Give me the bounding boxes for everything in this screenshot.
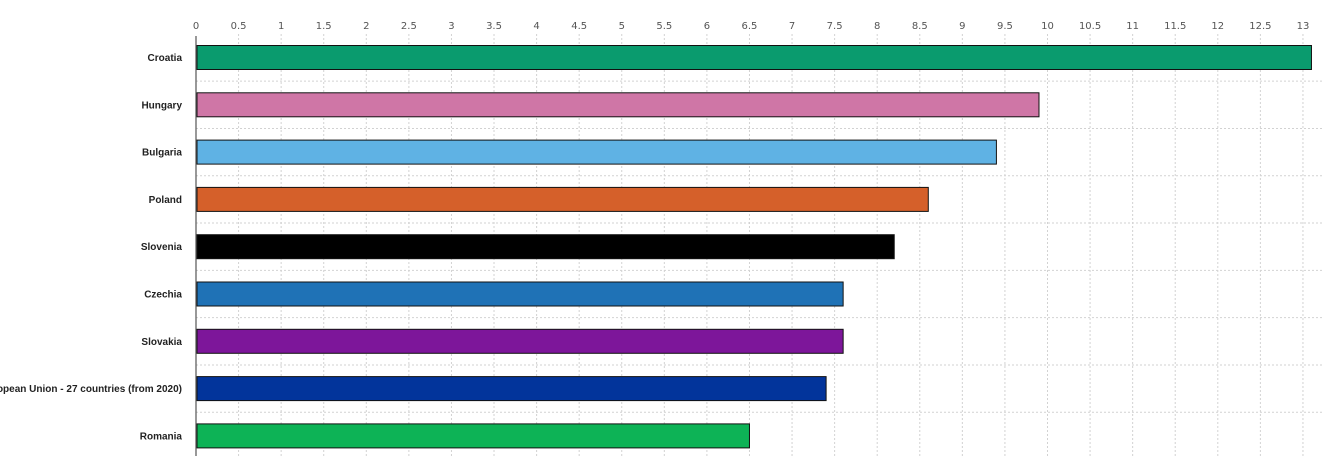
category-label: Czechia (144, 290, 182, 301)
x-tick-label: 3 (448, 21, 454, 32)
x-tick-label: 2 (363, 21, 369, 32)
bar-slovenia (196, 234, 895, 260)
x-tick-label: 4 (533, 21, 539, 32)
x-tick-label: 0 (193, 21, 199, 32)
x-tick-label: 11.5 (1164, 21, 1186, 32)
x-tick-label: 10.5 (1079, 21, 1101, 32)
bar-hungary (196, 92, 1040, 118)
x-tick-label: 6 (704, 21, 710, 32)
x-tick-label: 10 (1041, 21, 1054, 32)
category-label: Slovenia (141, 242, 183, 253)
x-tick-label: 5 (619, 21, 625, 32)
bar-european-union-27-countries-from-2020 (196, 376, 827, 402)
category-label: Bulgaria (142, 148, 182, 159)
bar-romania (196, 423, 750, 449)
category-label: Romania (140, 431, 183, 442)
x-tick-label: 13 (1297, 21, 1310, 32)
category-label: Hungary (141, 100, 182, 111)
category-labels: Croatia Hungary Bulgaria Poland Slovenia Czec… (0, 53, 182, 442)
category-label: Slovakia (141, 337, 182, 348)
x-tick-label: 8 (874, 21, 880, 32)
x-tick-label: 4.5 (571, 21, 587, 32)
bar-poland (196, 186, 929, 212)
x-tick-label: 0.5 (231, 21, 247, 32)
x-tick-label: 6.5 (742, 21, 758, 32)
bar-croatia (196, 45, 1312, 70)
x-tick-label: 1 (278, 21, 284, 32)
bars (196, 45, 1312, 449)
category-label: European Union - 27 countries (from 2020… (0, 384, 182, 395)
category-label: Croatia (148, 53, 183, 64)
x-tick-label: 7.5 (827, 21, 843, 32)
x-tick-label: 9.5 (997, 21, 1013, 32)
x-tick-label: 5.5 (656, 21, 672, 32)
x-tick-label: 1.5 (316, 21, 332, 32)
bar-czechia (196, 281, 844, 307)
x-tick-label: 12 (1211, 21, 1224, 32)
x-tick-label: 12.5 (1249, 21, 1271, 32)
bar-slovakia (196, 328, 844, 354)
x-tick-label: 7 (789, 21, 795, 32)
x-tick-label: 3.5 (486, 21, 502, 32)
x-tick-label: 11 (1126, 21, 1139, 32)
category-label: Poland (149, 195, 182, 206)
x-tick-label: 9 (959, 21, 965, 32)
x-tick-label: 2.5 (401, 21, 417, 32)
bar-bulgaria (196, 139, 997, 165)
x-axis-ticks: 0 0.5 1 1.5 2 2.5 3 3.5 4 4.5 5 5.5 6 6.5 7 7.5 8 8.5 9 9.5… (193, 21, 1310, 32)
x-tick-label: 8.5 (912, 21, 928, 32)
